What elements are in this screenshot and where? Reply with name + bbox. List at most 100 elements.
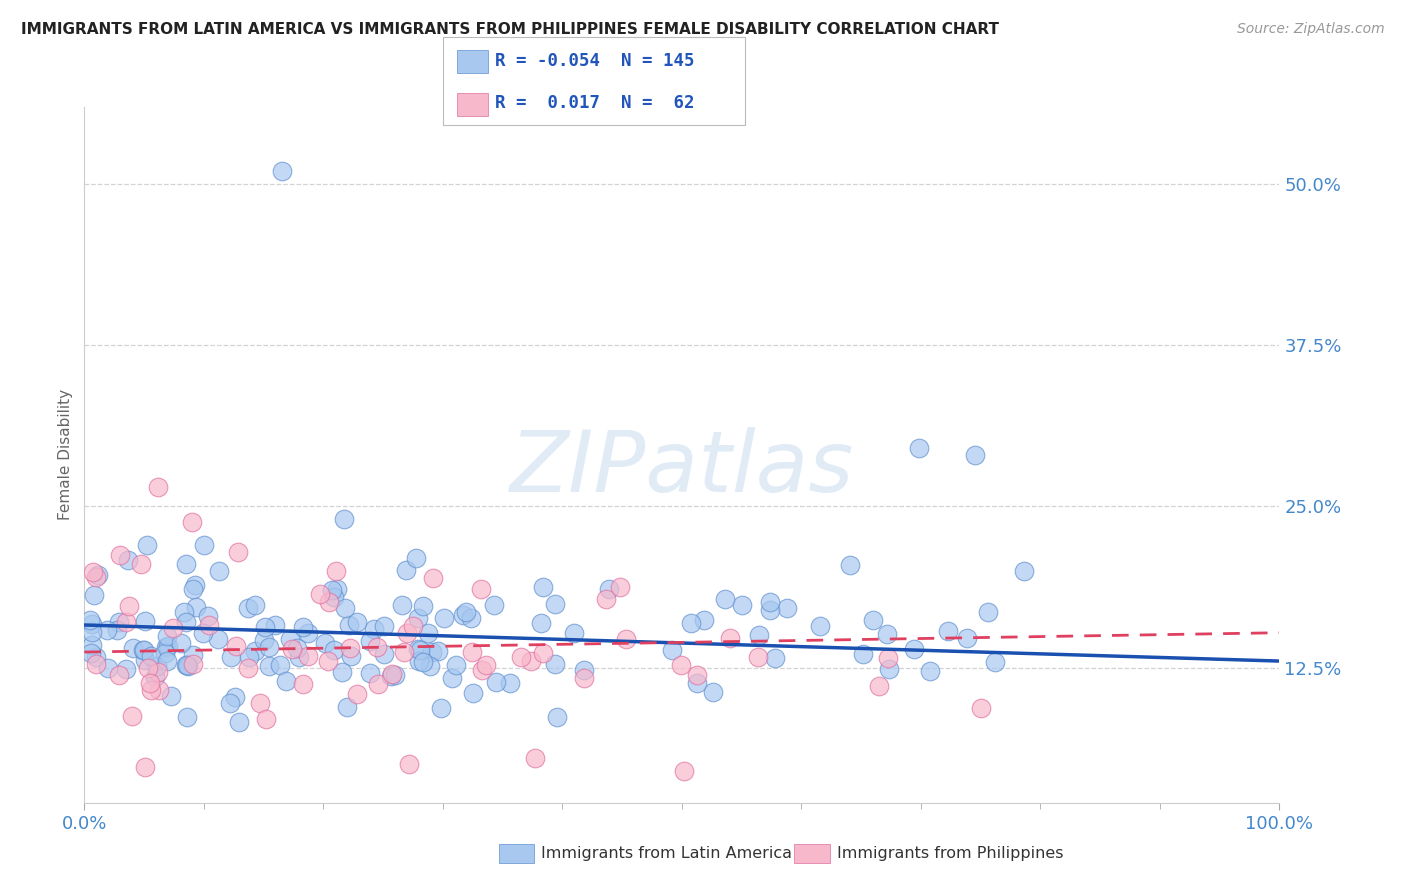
Point bbox=[308, 587, 330, 601]
Point bbox=[84, 657, 107, 672]
Point bbox=[108, 615, 131, 629]
Point bbox=[224, 690, 246, 704]
Point bbox=[132, 643, 155, 657]
Point bbox=[598, 582, 620, 597]
Point bbox=[184, 577, 207, 591]
Point bbox=[367, 677, 389, 691]
Point bbox=[475, 658, 498, 673]
Point bbox=[146, 658, 169, 673]
Point bbox=[405, 551, 427, 566]
Text: ZIPatlas: ZIPatlas bbox=[510, 427, 853, 510]
Point bbox=[520, 654, 543, 668]
Point bbox=[531, 581, 554, 595]
Point bbox=[406, 642, 429, 657]
Point bbox=[609, 580, 631, 594]
Point bbox=[238, 601, 260, 615]
Point bbox=[176, 557, 198, 571]
Point bbox=[401, 619, 423, 633]
Point bbox=[173, 605, 195, 619]
Point bbox=[270, 164, 292, 178]
Point bbox=[470, 582, 492, 596]
Point bbox=[499, 676, 522, 690]
Text: Immigrants from Latin America: Immigrants from Latin America bbox=[541, 847, 793, 861]
Point bbox=[197, 609, 219, 624]
Point bbox=[84, 650, 107, 665]
Point bbox=[245, 598, 267, 612]
Point bbox=[430, 701, 453, 715]
Point bbox=[184, 599, 207, 614]
Point bbox=[162, 621, 184, 635]
Point bbox=[292, 676, 315, 690]
Point bbox=[852, 647, 875, 661]
Point bbox=[776, 601, 799, 615]
Point bbox=[671, 658, 693, 673]
Point bbox=[359, 666, 381, 681]
Point bbox=[686, 676, 709, 690]
Point bbox=[409, 643, 432, 657]
Point bbox=[373, 647, 395, 661]
Point bbox=[114, 615, 136, 629]
Point bbox=[264, 618, 287, 632]
Point bbox=[340, 649, 363, 664]
Point bbox=[482, 599, 505, 613]
Point bbox=[330, 665, 353, 679]
Point bbox=[156, 629, 179, 643]
Point bbox=[463, 686, 485, 700]
Point bbox=[595, 592, 617, 607]
Point bbox=[269, 658, 291, 673]
Point bbox=[572, 663, 595, 677]
Text: IMMIGRANTS FROM LATIN AMERICA VS IMMIGRANTS FROM PHILIPPINES FEMALE DISABILITY C: IMMIGRANTS FROM LATIN AMERICA VS IMMIGRA… bbox=[21, 22, 1000, 37]
Point bbox=[422, 571, 444, 585]
Point bbox=[259, 640, 281, 655]
Point bbox=[460, 645, 482, 659]
Point bbox=[139, 675, 162, 690]
Point bbox=[903, 642, 925, 657]
Point bbox=[83, 588, 105, 602]
Point bbox=[105, 623, 128, 637]
Point bbox=[107, 668, 129, 682]
Point bbox=[97, 661, 120, 675]
Point bbox=[808, 619, 831, 633]
Point bbox=[181, 657, 204, 672]
Point bbox=[259, 659, 281, 673]
Point bbox=[82, 638, 104, 652]
Point bbox=[254, 712, 277, 726]
Point bbox=[419, 658, 441, 673]
Point bbox=[876, 627, 898, 641]
Point bbox=[176, 710, 198, 724]
Point bbox=[143, 670, 166, 684]
Point bbox=[139, 648, 162, 663]
Point bbox=[562, 626, 585, 640]
Point bbox=[673, 764, 696, 778]
Point bbox=[174, 658, 197, 673]
Point bbox=[543, 597, 565, 611]
Point bbox=[460, 611, 482, 625]
Point bbox=[181, 648, 204, 663]
Point bbox=[156, 640, 179, 654]
Point bbox=[155, 646, 177, 660]
Point bbox=[359, 633, 381, 648]
Point bbox=[253, 619, 276, 633]
Point bbox=[80, 646, 103, 660]
Point bbox=[731, 598, 754, 612]
Point bbox=[714, 591, 737, 606]
Text: R = -0.054  N = 145: R = -0.054 N = 145 bbox=[495, 52, 695, 70]
Point bbox=[323, 590, 346, 604]
Point bbox=[1014, 564, 1036, 578]
Point bbox=[363, 622, 385, 636]
Text: R =  0.017  N =  62: R = 0.017 N = 62 bbox=[495, 95, 695, 112]
Point bbox=[572, 671, 595, 685]
Point bbox=[198, 617, 221, 632]
Point bbox=[225, 639, 247, 653]
Point bbox=[661, 643, 683, 657]
Point bbox=[395, 626, 418, 640]
Point bbox=[297, 626, 319, 640]
Point bbox=[226, 544, 249, 558]
Point bbox=[148, 683, 170, 698]
Point bbox=[249, 696, 271, 710]
Point bbox=[384, 667, 406, 681]
Point bbox=[614, 632, 637, 647]
Point bbox=[118, 599, 141, 613]
Point bbox=[759, 595, 782, 609]
Point bbox=[79, 613, 101, 627]
